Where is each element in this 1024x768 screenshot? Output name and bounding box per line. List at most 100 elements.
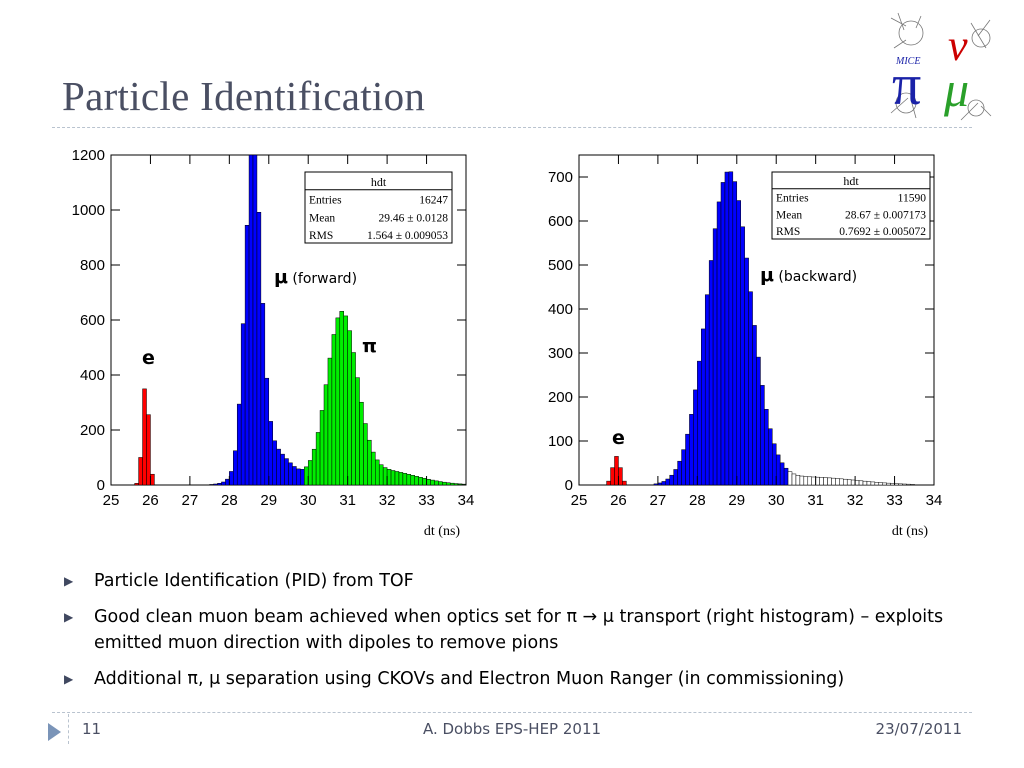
stats-key: RMS xyxy=(309,230,333,242)
histogram-backward: 0 100 200 300 400 500 600 700 25 26 27 28 29 30 31 32 33… xyxy=(548,154,943,539)
histogram-bar xyxy=(732,181,738,486)
histogram-bar xyxy=(264,377,270,486)
stats-value: 16247 xyxy=(419,195,448,207)
stats-key: RMS xyxy=(776,226,800,238)
bullet-text: Good clean muon beam achieved when optic… xyxy=(94,607,944,653)
histogram-bar xyxy=(689,414,694,486)
histogram-bar xyxy=(787,471,793,486)
y-tick-label: 300 xyxy=(548,345,573,362)
histogram-bar xyxy=(343,315,348,486)
histogram-bar xyxy=(233,450,238,486)
histogram-bar xyxy=(449,482,455,486)
histogram-bar xyxy=(685,433,690,486)
histogram-bar xyxy=(142,388,147,486)
x-tick-label: 34 xyxy=(926,492,943,509)
histogram-bar xyxy=(347,330,352,486)
histogram-bar xyxy=(807,476,812,486)
stats-value: 11590 xyxy=(898,193,927,205)
histogram-bar xyxy=(355,377,360,486)
y-tick-label: 600 xyxy=(80,312,105,329)
mice-logo: ν π μ MICE xyxy=(890,12,992,121)
histogram-bar xyxy=(697,360,702,486)
x-axis-label: dt (ns) xyxy=(892,524,929,539)
y-tick-label: 1200 xyxy=(72,147,105,164)
histogram-bar xyxy=(882,482,887,486)
histogram-bar xyxy=(315,432,321,486)
histogram-bar xyxy=(669,474,674,486)
histogram-bar xyxy=(772,443,777,486)
histogram-bar xyxy=(217,483,222,486)
histogram-bar xyxy=(890,483,895,486)
histogram-bar xyxy=(311,448,317,486)
x-tick-label: 27 xyxy=(182,492,199,509)
histogram-bar xyxy=(622,480,627,486)
histogram-bar xyxy=(260,303,266,486)
histogram-bar xyxy=(394,471,400,486)
stats-box xyxy=(771,171,931,240)
histogram-bar xyxy=(371,451,376,486)
histogram-bar xyxy=(221,481,226,486)
bullet-arrow-icon: ▶ xyxy=(64,574,74,588)
bullet-item: ▶ Additional π, μ separation using CKOVs … xyxy=(62,666,962,692)
histogram-bar xyxy=(752,325,757,486)
x-tick-label: 33 xyxy=(886,492,903,509)
bullet-list: ▶ Particle Identification (PID) from TOF … xyxy=(62,568,962,702)
histogram-bar xyxy=(225,478,230,486)
histogram-bar xyxy=(398,472,404,486)
histogram-bar xyxy=(858,480,864,486)
histogram-bar xyxy=(850,479,856,486)
histogram-bar xyxy=(327,357,333,486)
histogram-bar xyxy=(768,428,773,486)
ann-e: e xyxy=(612,427,625,449)
bullet-arrow-icon: ▶ xyxy=(64,610,74,624)
y-tick-label: 800 xyxy=(80,257,105,274)
histogram-bar xyxy=(614,456,619,486)
histogram-bar xyxy=(304,466,309,486)
histogram-bar xyxy=(422,478,427,486)
histogram-bar xyxy=(803,476,809,486)
histogram-bar xyxy=(618,467,623,486)
slide-title: Particle Identification xyxy=(62,73,426,119)
ann-pi: π xyxy=(362,335,377,357)
annotation-suffix: (backward) xyxy=(774,269,857,285)
x-axis-label: dt (ns) xyxy=(424,524,461,539)
x-tick-label: 34 xyxy=(458,492,475,509)
x-tick-label: 26 xyxy=(142,492,159,509)
ann-mu: μ (backward) xyxy=(760,264,857,286)
histogram-bar xyxy=(367,439,372,486)
y-tick-label: 1000 xyxy=(72,202,105,219)
bullet-arrow-icon: ▶ xyxy=(64,672,74,686)
histogram-bar xyxy=(146,414,151,486)
x-tick-label: 26 xyxy=(610,492,627,509)
histogram-bar xyxy=(252,154,258,486)
histogram-bar xyxy=(276,448,281,486)
histogram-bar xyxy=(831,477,836,486)
x-tick-label: 25 xyxy=(103,492,120,509)
histogram-bar xyxy=(823,477,828,486)
histogram-bar xyxy=(410,475,415,486)
histogram-bar xyxy=(878,482,883,486)
histogram-bar xyxy=(870,481,876,486)
histogram-bar xyxy=(791,473,797,486)
histogram-bar xyxy=(236,403,242,486)
slide-number: 11 xyxy=(82,720,102,738)
histogram-bar xyxy=(704,294,710,486)
histogram-bar xyxy=(248,154,254,486)
histogram-bar xyxy=(756,356,761,486)
logo-nu: ν xyxy=(948,21,968,70)
histogram-bar xyxy=(898,483,903,486)
histogram-bar xyxy=(438,481,443,486)
histogram-bar xyxy=(799,475,805,486)
histogram-bar xyxy=(300,469,305,486)
histogram-bar xyxy=(307,460,313,486)
histogram-bar xyxy=(150,473,155,486)
histogram-bar xyxy=(134,483,139,486)
x-tick-label: 30 xyxy=(768,492,785,509)
histogram-bar xyxy=(138,457,143,486)
annotation-suffix: (forward) xyxy=(288,271,357,287)
y-tick-label: 500 xyxy=(548,257,573,274)
histogram-bar xyxy=(296,468,301,486)
histogram-bar xyxy=(209,484,214,486)
histogram-bar xyxy=(430,479,435,486)
histogram-forward: 0 200 400 600 800 1000 1200 25 26 27 28 29 30 31 32 33 3… xyxy=(72,147,475,539)
